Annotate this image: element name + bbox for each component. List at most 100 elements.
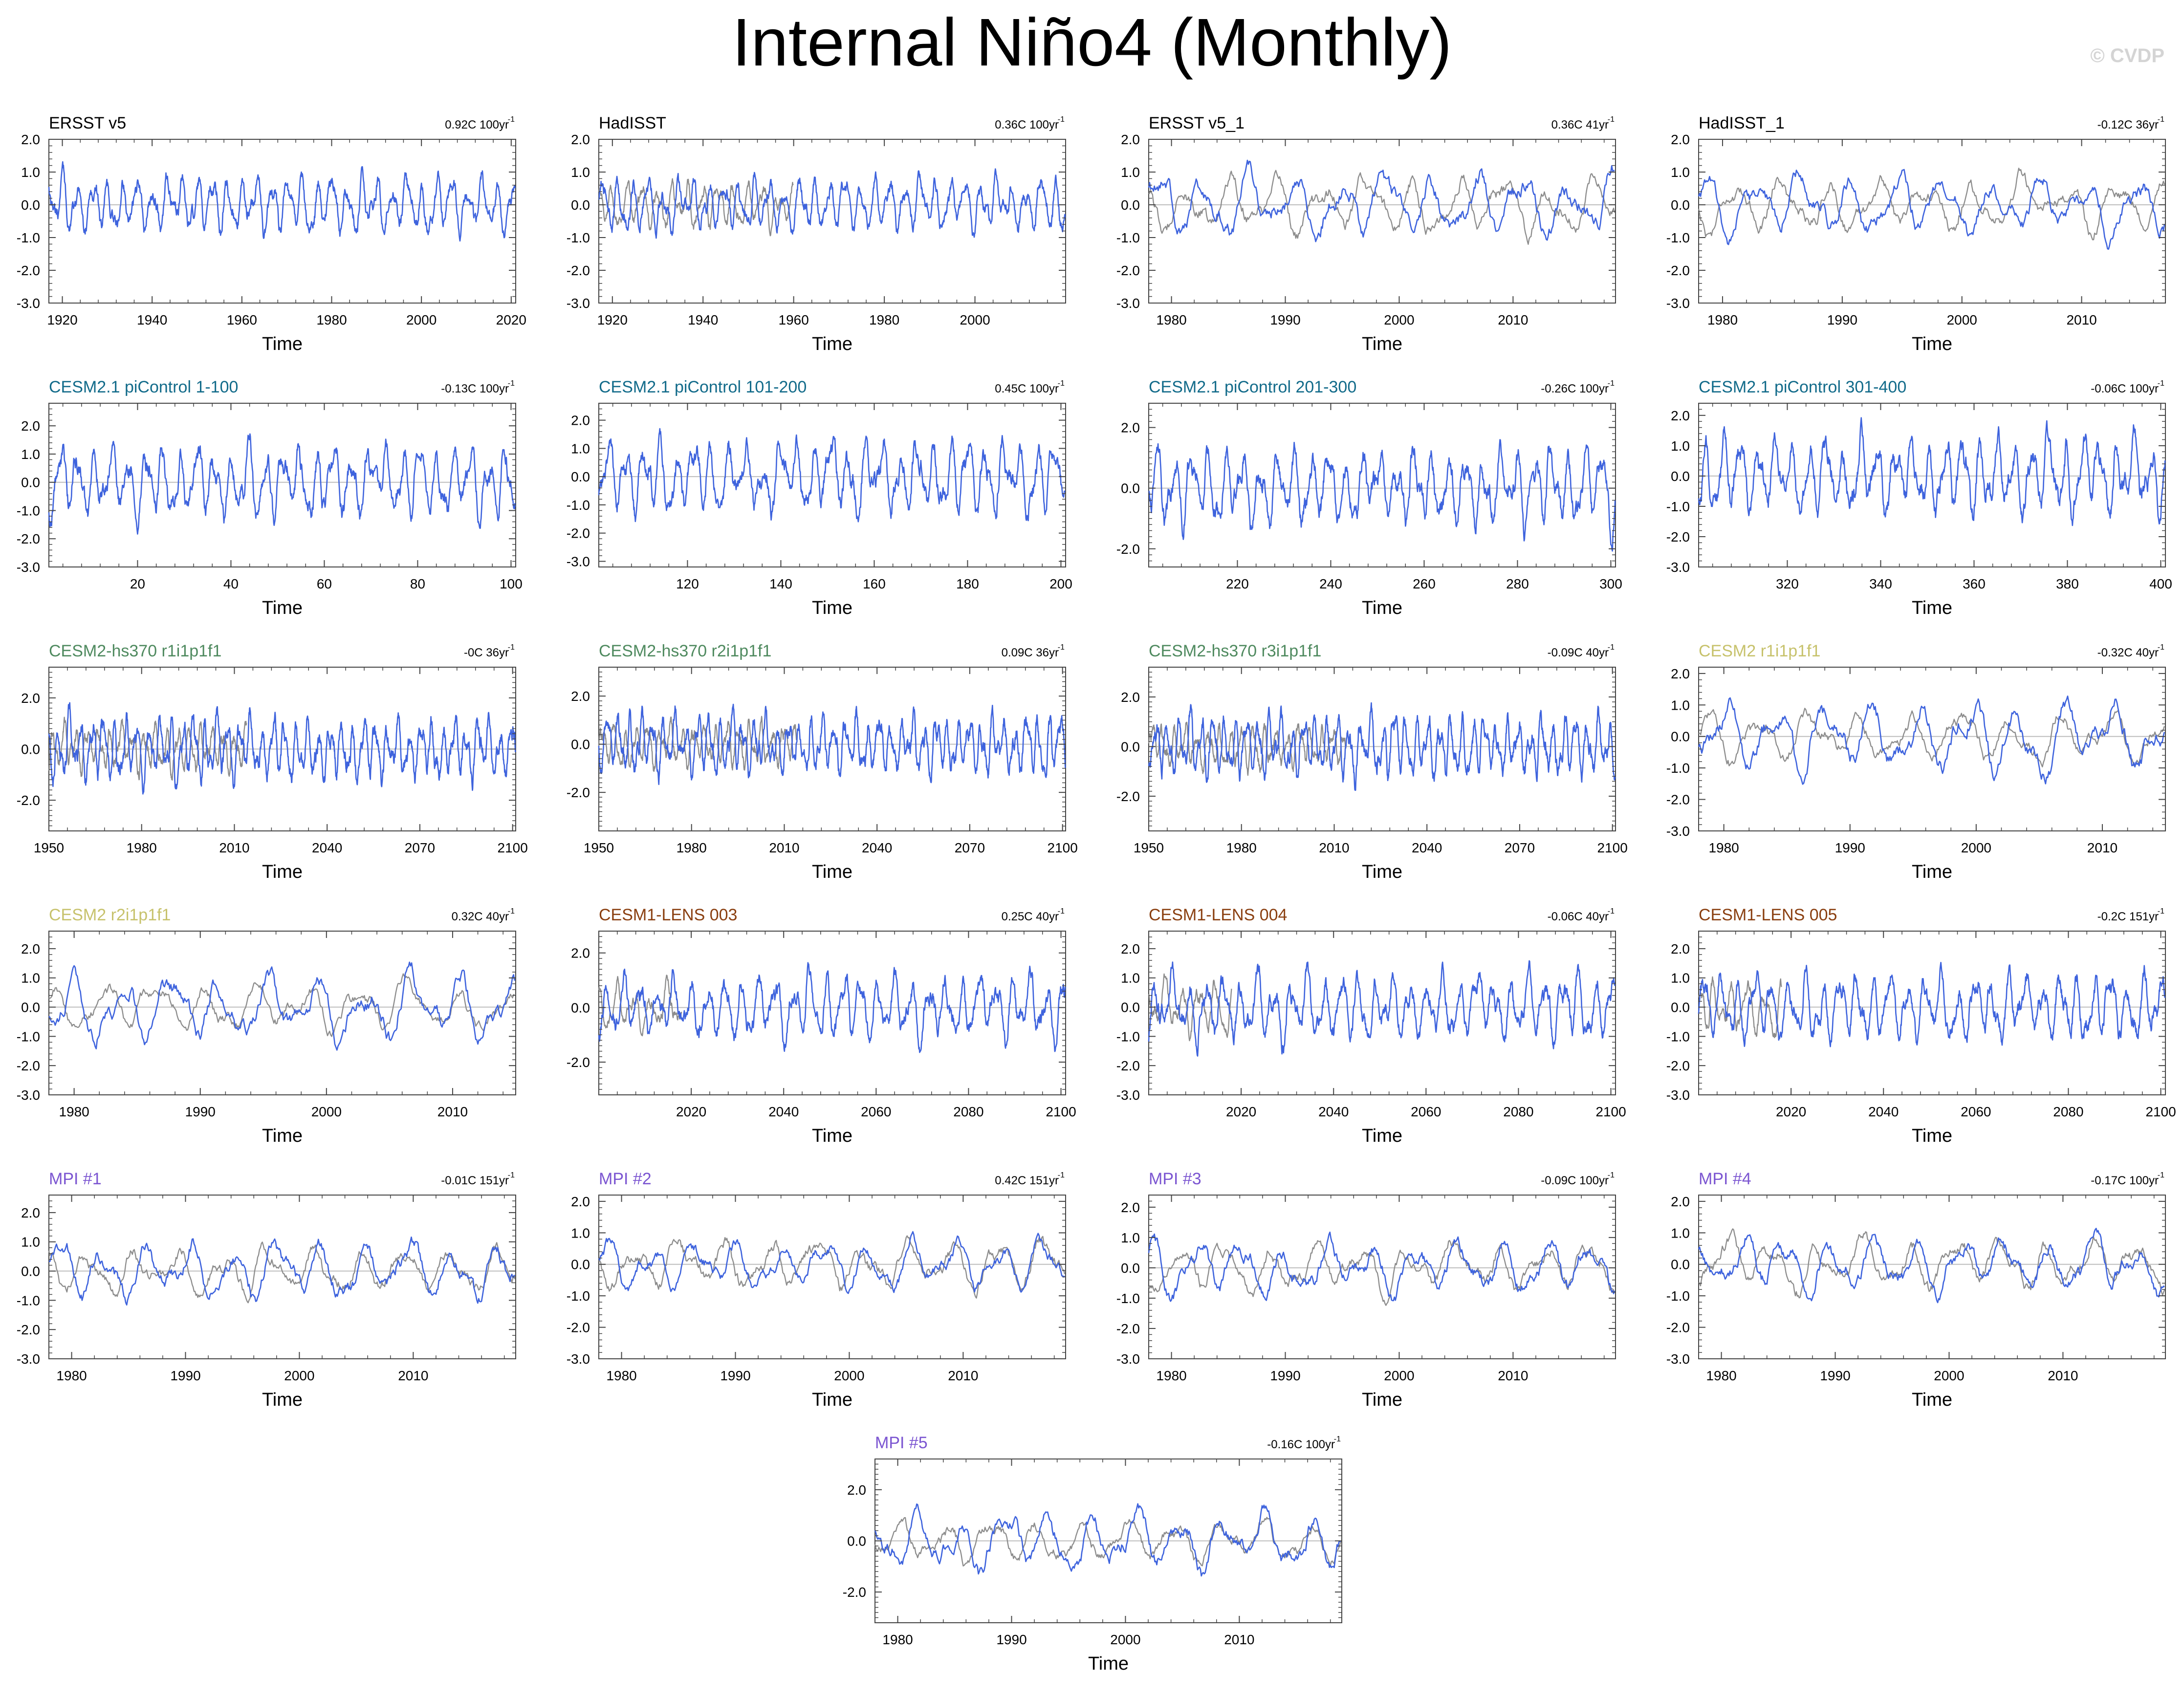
x-axis-label: Time (262, 334, 303, 354)
panel-title: MPI #5 (875, 1434, 928, 1452)
panel-title: CESM1-LENS 003 (599, 906, 737, 924)
x-tick-label: 2000 (1384, 312, 1414, 327)
x-axis-label: Time (1362, 1126, 1402, 1146)
y-tick-label: 1.0 (571, 1225, 590, 1241)
series-line-simulated (1698, 961, 2166, 1047)
x-axis-label: Time (1912, 1126, 1952, 1146)
y-tick-label: -2.0 (17, 793, 40, 808)
series-line-simulated (1148, 702, 1616, 791)
series-line-observed (48, 1241, 516, 1304)
x-tick-label: 1920 (597, 312, 628, 327)
y-tick-label: -3.0 (17, 560, 40, 575)
x-tick-label: 60 (317, 576, 332, 591)
x-tick-label: 2010 (2048, 1368, 2078, 1383)
plot-frame (1148, 139, 1616, 304)
trend-superscript: -1 (1608, 379, 1615, 388)
y-tick-label: -1.0 (1116, 1291, 1140, 1306)
plot-frame (1148, 667, 1616, 831)
series-line-observed (1698, 708, 2165, 768)
y-tick-label: -1.0 (567, 498, 590, 513)
x-tick-label: 2010 (769, 840, 799, 855)
y-tick-label: 1.0 (1671, 438, 1690, 454)
x-tick-label: 1920 (47, 312, 77, 327)
panel-title: MPI #2 (599, 1170, 652, 1188)
x-tick-label: 2040 (1868, 1104, 1899, 1119)
x-tick-label: 1990 (1835, 840, 1865, 855)
y-tick-label: -2.0 (567, 526, 590, 541)
x-tick-label: 1980 (1156, 1368, 1186, 1383)
x-tick-label: 1960 (779, 312, 809, 327)
y-tick-label: 0.0 (21, 197, 40, 213)
x-axis-label: Time (1912, 862, 1952, 882)
trend-superscript: -1 (1058, 643, 1065, 652)
trend-label: -0.2C 151yr (2097, 910, 2159, 923)
y-tick-label: 2.0 (847, 1482, 866, 1498)
y-tick-label: -3.0 (17, 1088, 40, 1103)
y-tick-label: -1.0 (1116, 230, 1140, 245)
x-tick-label: 2010 (1498, 312, 1528, 327)
trend-label: 0.92C 100yr (445, 118, 509, 131)
x-axis-label: Time (1362, 598, 1402, 618)
x-tick-label: 2000 (311, 1104, 342, 1119)
y-tick-label: -2.0 (17, 531, 40, 546)
x-tick-label: 1980 (59, 1104, 89, 1119)
x-tick-label: 2070 (955, 840, 985, 855)
y-tick-label: -2.0 (1666, 263, 1690, 278)
y-tick-label: 1.0 (21, 1235, 40, 1250)
series-line-simulated (1698, 696, 2165, 785)
series-line-observed (1148, 721, 1347, 776)
y-tick-label: 0.0 (1121, 1000, 1140, 1015)
series-line-simulated (48, 961, 516, 1051)
y-tick-label: -3.0 (1116, 1088, 1140, 1103)
y-tick-label: -2.0 (1666, 529, 1690, 544)
x-tick-label: 1960 (227, 312, 257, 327)
trend-label: 0.09C 36yr (1002, 646, 1059, 659)
trend-label: 0.45C 100yr (995, 382, 1059, 395)
y-tick-label: 1.0 (1121, 971, 1140, 986)
x-tick-label: 1980 (1706, 1368, 1736, 1383)
y-tick-label: -2.0 (17, 263, 40, 278)
y-tick-label: 0.0 (571, 197, 590, 213)
y-tick-label: 0.0 (571, 469, 590, 484)
y-tick-label: -1.0 (1666, 1029, 1690, 1044)
plot-frame (48, 931, 516, 1095)
x-tick-label: 1980 (1707, 312, 1738, 327)
panel-title: MPI #3 (1149, 1170, 1201, 1188)
y-tick-label: 0.0 (1671, 1257, 1690, 1272)
y-tick-label: 1.0 (1671, 971, 1690, 986)
plot-frame (48, 139, 516, 304)
y-tick-label: -2.0 (17, 1058, 40, 1073)
x-tick-label: 400 (2149, 576, 2172, 591)
x-tick-label: 2010 (437, 1104, 468, 1119)
series-line-simulated (1148, 960, 1616, 1057)
y-tick-label: -2.0 (567, 785, 590, 800)
series-line-observed (598, 716, 797, 772)
series-line-simulated (48, 433, 516, 535)
x-tick-label: 1980 (677, 840, 707, 855)
y-tick-label: 0.0 (1671, 197, 1690, 213)
x-tick-label: 2040 (312, 840, 342, 855)
trend-superscript: -1 (1058, 907, 1065, 915)
trend-superscript: -1 (508, 1171, 515, 1179)
plot-frame (598, 931, 1066, 1095)
trend-label: -0.06C 100yr (2091, 382, 2159, 395)
x-axis-label: Time (812, 862, 852, 882)
panel-title: MPI #4 (1699, 1170, 1751, 1188)
series-line-simulated (1148, 439, 1616, 552)
x-tick-label: 2020 (676, 1104, 706, 1119)
plot-frame (1698, 1195, 2166, 1359)
y-tick-label: -3.0 (17, 296, 40, 311)
x-tick-label: 1950 (1134, 840, 1164, 855)
x-tick-label: 2100 (1048, 840, 1078, 855)
x-axis-label: Time (1362, 862, 1402, 882)
x-tick-label: 2070 (405, 840, 435, 855)
trend-superscript: -1 (2158, 643, 2164, 652)
x-tick-label: 1990 (1270, 1368, 1300, 1383)
x-tick-label: 1980 (1708, 840, 1739, 855)
series-line-simulated (598, 168, 1066, 239)
x-tick-label: 2040 (1412, 840, 1442, 855)
x-axis-label: Time (262, 598, 303, 618)
x-tick-label: 1980 (56, 1368, 87, 1383)
